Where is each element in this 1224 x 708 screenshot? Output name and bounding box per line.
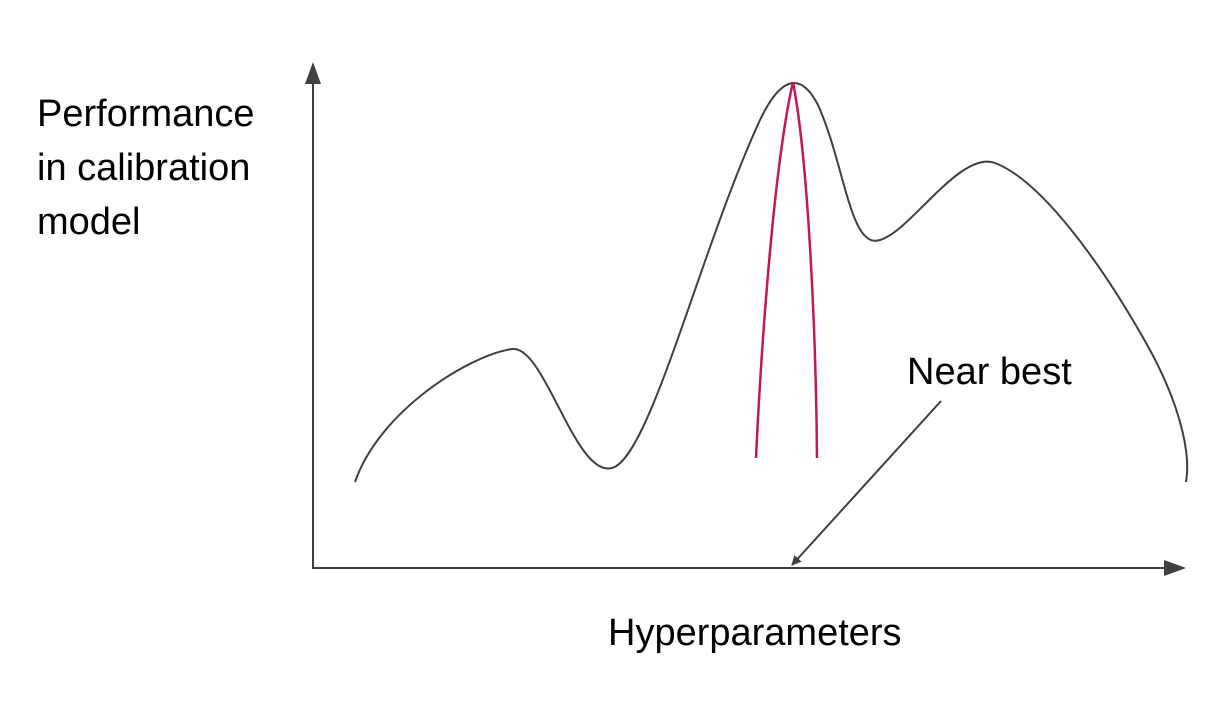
near-best-annotation: Near best xyxy=(907,351,1072,393)
y-axis-arrowhead xyxy=(305,62,321,84)
y-axis-label-line-1: Performance xyxy=(37,93,255,135)
peak-right-highlight-line xyxy=(791,81,819,459)
x-axis-arrowhead xyxy=(1164,560,1186,576)
y-axis-label-line-2: in calibration xyxy=(37,147,251,189)
peak-left-highlight-line xyxy=(754,81,795,459)
y-axis-label: Performance in calibration model xyxy=(37,87,255,249)
x-axis-label: Hyperparameters xyxy=(608,612,902,654)
y-axis-label-line-3: model xyxy=(37,201,141,243)
annotation-arrow xyxy=(791,400,942,566)
performance-curve xyxy=(354,82,1189,483)
